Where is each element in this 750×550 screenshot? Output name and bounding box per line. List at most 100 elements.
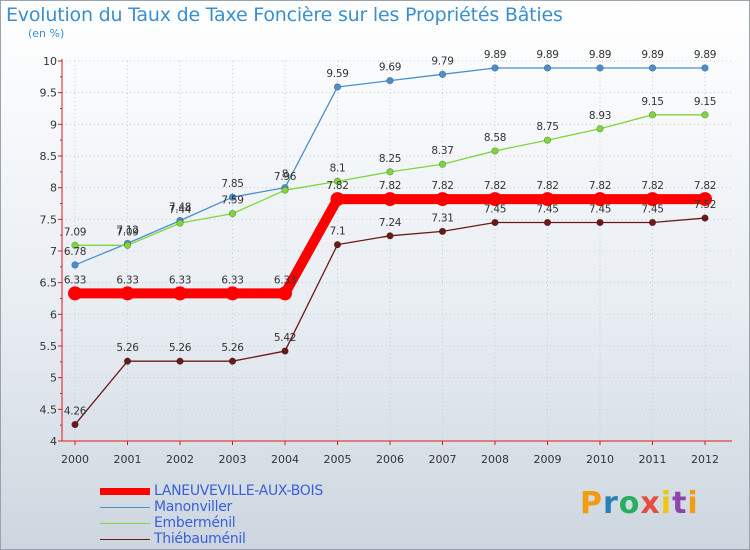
logo-letter: o [618,486,641,521]
data-point [701,214,709,222]
y-tick-label: 7 [50,245,57,258]
data-label: 8 [282,169,288,181]
data-label: 6.33 [64,274,86,286]
data-point [278,286,292,301]
data-label: 9.69 [379,62,401,74]
data-point [281,186,289,194]
data-point [71,241,79,249]
x-tick-label: 2005 [324,453,352,466]
x-tick-label: 2010 [586,453,614,466]
data-point [123,357,132,365]
legend-swatch-laneuveville [100,488,150,495]
data-point [648,218,657,227]
data-point [645,192,660,207]
data-point [333,177,342,185]
data-point [228,193,237,201]
data-point [438,160,447,168]
logo-letter: i [687,486,699,521]
y-tick-label: 6 [50,308,57,321]
data-point [333,83,342,91]
data-point [383,192,397,207]
data-label: 6.33 [116,274,138,286]
y-tick-label: 10 [43,55,57,68]
data-point [71,420,79,429]
x-tick-label: 2008 [481,453,509,466]
data-label: 7.96 [274,171,297,183]
data-label: 4.26 [64,406,87,418]
data-point [435,192,450,207]
data-point [596,218,604,227]
data-label: 8.58 [484,132,506,144]
y-tick-label: 4 [50,435,57,448]
data-point [173,286,187,301]
data-point [438,227,447,235]
data-point [540,192,555,207]
y-tick-label: 9.5 [40,87,58,100]
data-label: 5.26 [169,342,192,354]
y-tick-label: 5.5 [40,340,58,353]
legend-label-emberménil: Emberménil [154,515,236,531]
logo-letter: r [603,486,619,521]
data-label: 7.82 [694,180,716,192]
logo-letter: i [660,486,673,521]
y-tick-label: 8 [50,182,57,195]
y-tick-label: 4.5 [40,403,58,416]
data-label: 8.37 [431,145,453,157]
unit-label: (en %) [28,27,65,40]
data-label: 7.09 [64,226,86,238]
data-label: 5.26 [221,342,244,354]
data-label: 7.09 [116,226,138,238]
data-label: 7.12 [116,224,138,236]
data-label: 9.89 [484,49,506,61]
data-label: 7.82 [379,180,401,192]
y-tick-label: 6.5 [40,277,58,290]
data-point [593,192,607,207]
data-label: 6.33 [274,274,296,286]
data-label: 9.15 [694,96,716,108]
data-label: 7.48 [169,202,191,214]
data-label: 9.59 [326,68,348,80]
data-label: 7.45 [589,204,611,216]
data-label: 7.82 [326,180,348,192]
data-label: 9.89 [694,49,716,61]
x-tick-label: 2006 [376,453,404,466]
data-label: 9.89 [536,49,558,61]
x-tick-label: 2003 [219,453,247,466]
data-point [71,261,79,269]
data-point [176,357,184,365]
data-point [68,286,82,301]
data-label: 7.85 [221,178,243,190]
logo-letter: x [640,486,661,521]
data-point [543,218,552,227]
data-point [596,64,604,72]
data-point [225,286,240,301]
data-point [281,347,289,355]
data-label: 7.45 [536,204,558,216]
data-label: 8.93 [589,110,611,122]
data-label: 7.44 [169,204,192,216]
data-label: 5.26 [116,342,139,354]
data-label: 7.82 [536,180,558,192]
data-point [491,218,499,227]
data-label: 7.82 [431,180,453,192]
data-point [648,64,657,72]
y-tick-label: 8.5 [40,150,58,163]
x-tick-label: 2011 [639,453,667,466]
data-point [701,111,709,119]
data-point [333,241,342,249]
data-point [543,64,552,72]
data-point [701,64,709,72]
chart-title: Evolution du Taux de Taxe Foncière sur l… [6,4,563,26]
data-point [330,192,345,207]
legend-label-thiebauménil: Thiébauménil [154,531,246,547]
data-point [491,64,499,72]
data-point [123,241,132,249]
x-tick-label: 2002 [166,453,194,466]
logo-letter: t [672,486,688,521]
x-tick-label: 2004 [271,453,299,466]
proxiti-logo: Proxiti [580,486,699,521]
data-label: 7.45 [641,204,663,216]
data-label: 7.59 [221,195,243,207]
